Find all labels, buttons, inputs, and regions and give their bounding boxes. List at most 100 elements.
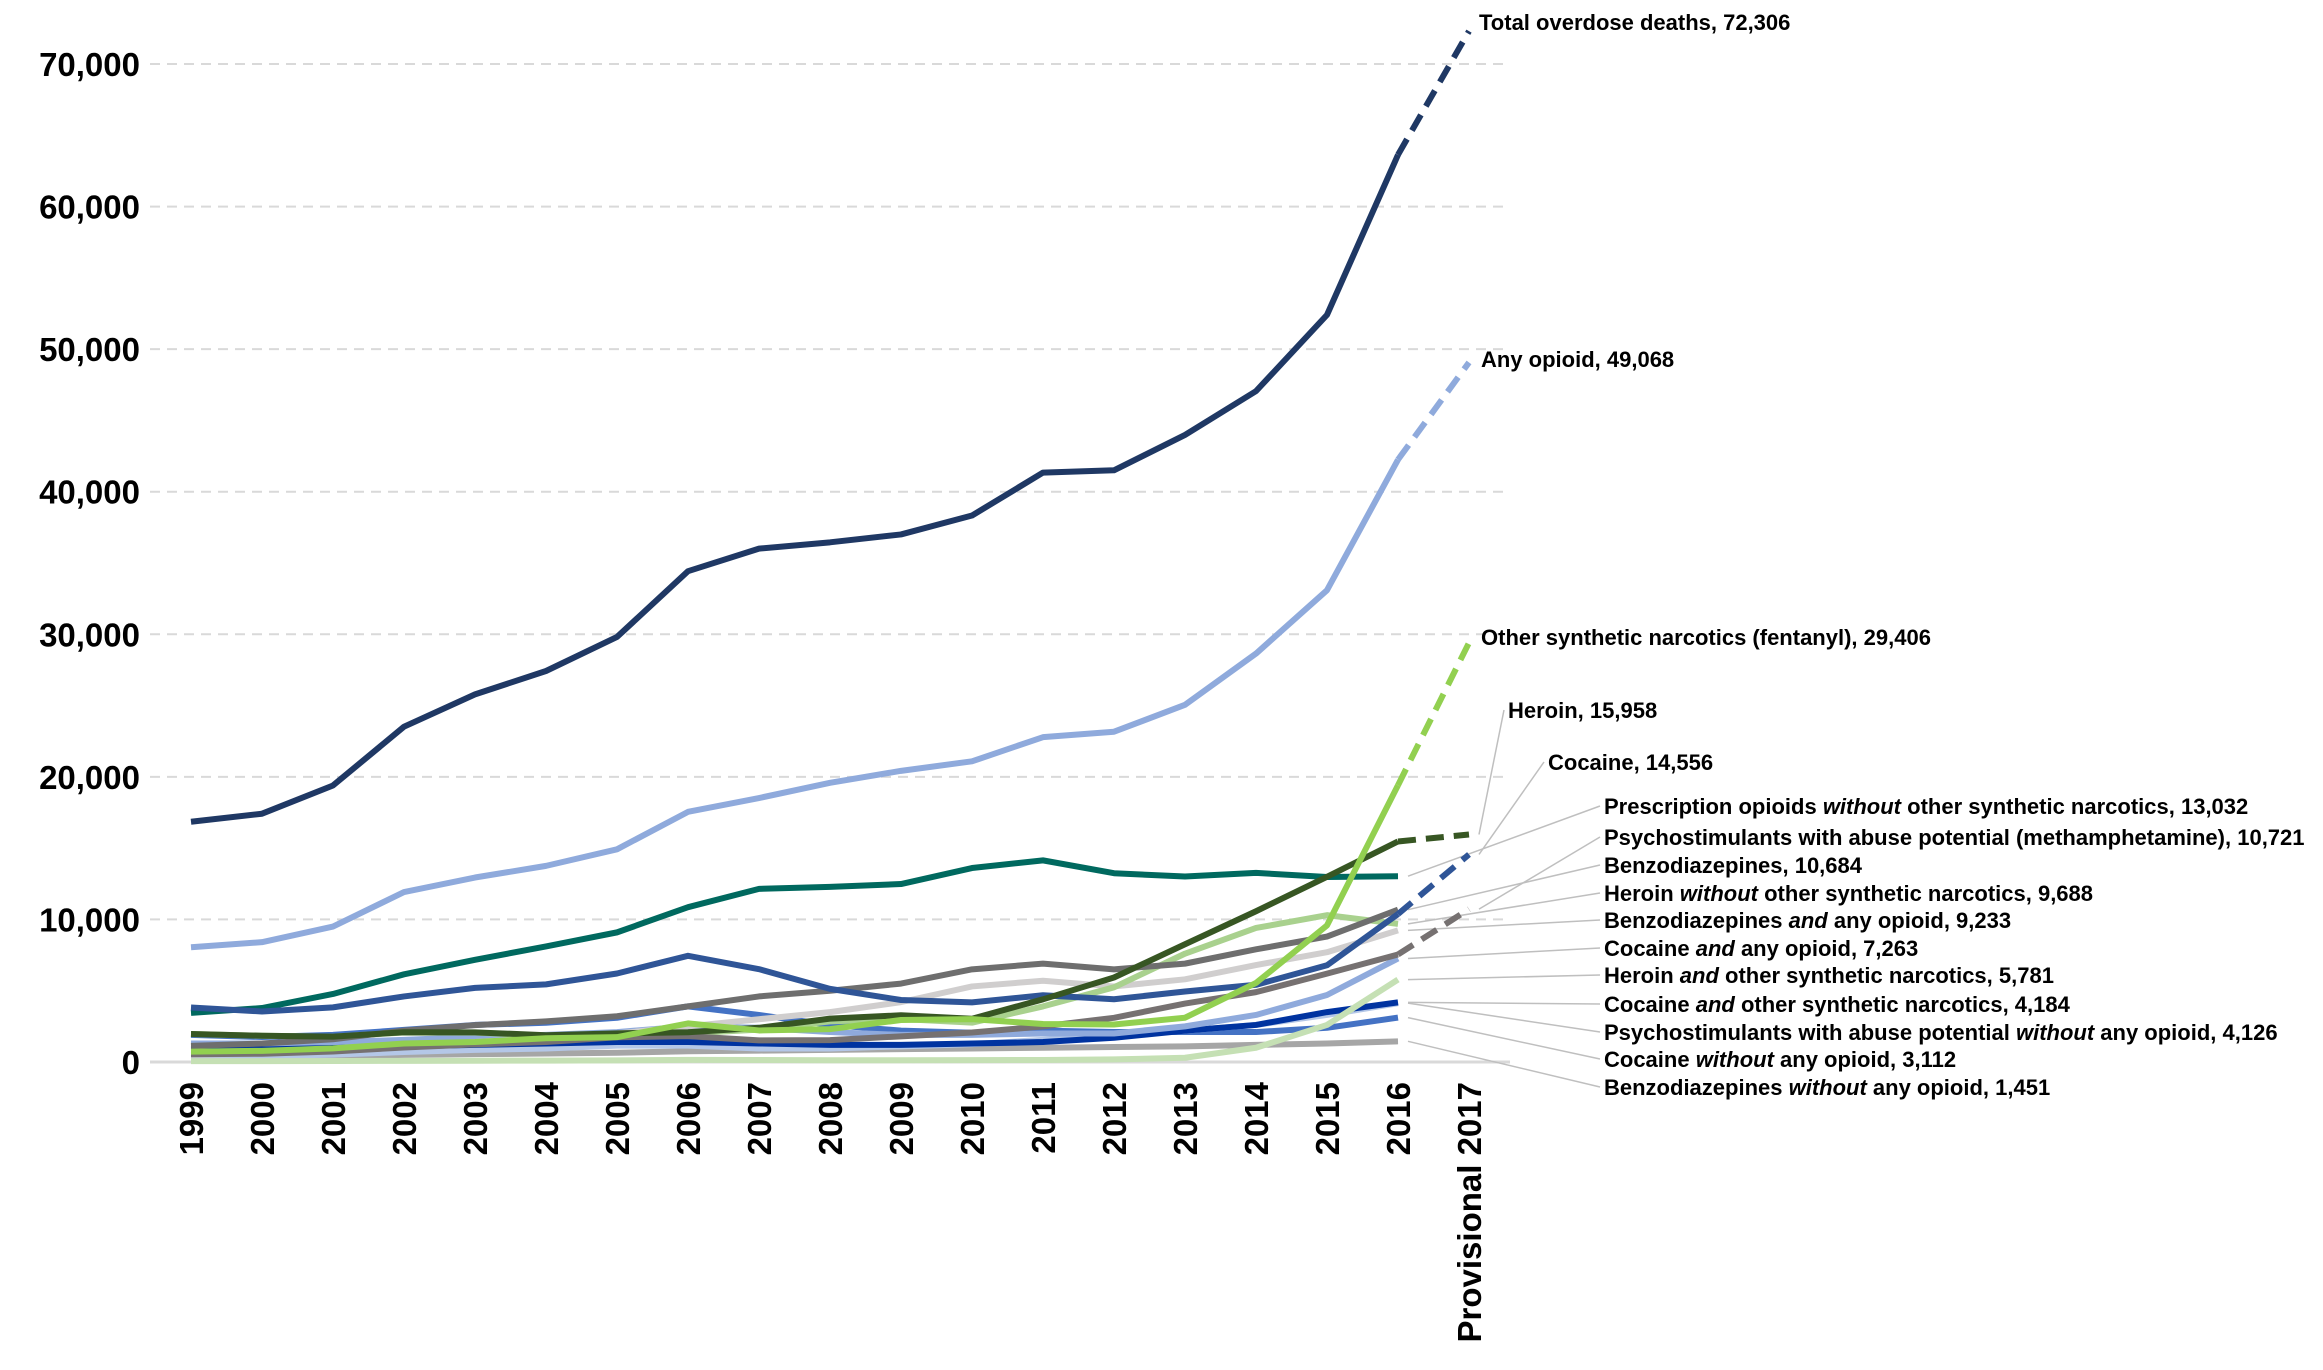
- x-tick-label: 2001: [315, 1082, 352, 1155]
- series-label: Any opioid, 49,068: [1481, 347, 1674, 372]
- x-tick-label: 2005: [599, 1082, 636, 1155]
- x-tick-label: Provisional 2017: [1451, 1082, 1488, 1342]
- y-tick-label: 50,000: [39, 331, 140, 368]
- series-label-part: Total overdose deaths, 72,306: [1479, 10, 1790, 35]
- series-label: Psychostimulants with abuse potential (m…: [1604, 825, 2305, 850]
- series-label-part: Cocaine: [1604, 992, 1696, 1017]
- y-tick-label: 30,000: [39, 616, 140, 653]
- series-label-part: other synthetic narcotics, 9,688: [1758, 881, 2093, 906]
- series-label: Prescription opioids without other synth…: [1604, 794, 2248, 819]
- series-label-part: Other synthetic narcotics (fentanyl), 29…: [1481, 625, 1931, 650]
- series-line: [190, 153, 1401, 825]
- x-tick-label: 2014: [1238, 1081, 1275, 1155]
- series-label-part: without: [1680, 881, 1760, 906]
- series-label-part: Heroin, 15,958: [1508, 698, 1657, 723]
- series-label: Psychostimulants with abuse potential wi…: [1604, 1020, 2278, 1045]
- series-label-part: Cocaine: [1604, 936, 1696, 961]
- series-label: Other synthetic narcotics (fentanyl), 29…: [1481, 625, 1931, 650]
- y-tick-label: 10,000: [39, 901, 140, 938]
- label-leader-line: [1407, 1016, 1601, 1060]
- series-label-part: and: [1680, 963, 1720, 988]
- series-label: Benzodiazepines, 10,684: [1604, 853, 1863, 878]
- series-label-part: other synthetic narcotics, 4,184: [1735, 992, 2071, 1017]
- x-tick-label: 2011: [1025, 1082, 1062, 1154]
- series-label: Cocaine and any opioid, 7,263: [1604, 936, 1918, 961]
- series-label-part: Benzodiazepines: [1604, 908, 1789, 933]
- series-label: Benzodiazepines and any opioid, 9,233: [1604, 908, 2011, 933]
- x-tick-label: 2004: [528, 1081, 565, 1155]
- label-leader-line: [1478, 836, 1601, 910]
- series-label: Total overdose deaths, 72,306: [1479, 10, 1790, 35]
- series-label: Cocaine, 14,556: [1548, 750, 1713, 775]
- label-leader-line: [1407, 892, 1601, 925]
- series-provisional-segment: [1395, 360, 1472, 462]
- label-leader-line: [1407, 805, 1601, 877]
- x-tick-label: 2013: [1167, 1082, 1204, 1155]
- y-tick-label: 60,000: [39, 189, 140, 226]
- series-label-part: any opioid, 4,126: [2094, 1020, 2277, 1045]
- series-provisional-segment: [1395, 641, 1472, 787]
- series-label-part: Cocaine: [1604, 1047, 1696, 1072]
- label-leader-line: [1407, 919, 1601, 932]
- series-label: Cocaine without any opioid, 3,112: [1604, 1047, 1956, 1072]
- y-tick-label: 0: [122, 1044, 140, 1081]
- series-provisional-segment: [1396, 906, 1471, 958]
- series-label-part: without: [2016, 1020, 2096, 1045]
- label-leader-line: [1407, 974, 1601, 981]
- series-label: Heroin and other synthetic narcotics, 5,…: [1604, 963, 2054, 988]
- x-tick-label: 2006: [670, 1082, 707, 1155]
- x-tick-label: 2016: [1380, 1082, 1417, 1155]
- y-axis: 0 10,000 20,000 30,000 40,000 50,000 60,000 70,…: [39, 46, 140, 1081]
- x-tick-label: 2015: [1309, 1082, 1346, 1155]
- series-provisional-segment: [1396, 852, 1471, 917]
- label-leader-line: [1407, 1002, 1601, 1033]
- series-line: [190, 458, 1401, 951]
- series-provisional-segment: [1395, 29, 1472, 157]
- series-label-part: any opioid, 1,451: [1867, 1075, 2050, 1100]
- label-leader-line: [1407, 947, 1601, 960]
- series-provisional-segment: [1397, 831, 1470, 845]
- series-line: [190, 951, 1399, 1058]
- series-label-part: without: [1789, 1075, 1869, 1100]
- series-label-part: without: [1696, 1047, 1776, 1072]
- series-label-part: Benzodiazepines, 10,684: [1604, 853, 1863, 878]
- series-label: Heroin without other synthetic narcotics…: [1604, 881, 2093, 906]
- series-line: [190, 911, 1400, 1015]
- label-leader-lines: [1407, 709, 1601, 1088]
- x-tick-label: 2000: [244, 1082, 281, 1155]
- x-tick-label: 2010: [954, 1082, 991, 1155]
- label-leader-line: [1407, 1001, 1601, 1005]
- x-tick-label: 1999: [173, 1082, 210, 1155]
- x-tick-label: 2009: [883, 1082, 920, 1155]
- x-axis: 1999 2000 2001 2002 2003 2004 2005 2006 2007 2008…: [173, 1081, 1488, 1342]
- series-label-part: Any opioid, 49,068: [1481, 347, 1674, 372]
- series-label-part: Cocaine, 14,556: [1548, 750, 1713, 775]
- x-tick-label: 2007: [741, 1082, 778, 1155]
- series-label-part: Benzodiazepines: [1604, 1075, 1789, 1100]
- series-label-part: and: [1696, 992, 1736, 1017]
- series-label: Cocaine and other synthetic narcotics, 4…: [1604, 992, 2071, 1017]
- x-tick-label: 2002: [386, 1082, 423, 1155]
- y-tick-label: 20,000: [39, 759, 140, 796]
- series-line: [191, 977, 1400, 1065]
- series-lines: [190, 29, 1472, 1065]
- series-label-part: Psychostimulants with abuse potential (m…: [1604, 825, 2305, 850]
- series-label-part: Heroin: [1604, 881, 1680, 906]
- y-tick-label: 40,000: [39, 474, 140, 511]
- label-leader-line: [1478, 761, 1545, 855]
- series-line: [190, 838, 1400, 1040]
- y-tick-label: 70,000: [39, 46, 140, 83]
- series-line: [190, 783, 1401, 1055]
- series-label-part: other synthetic narcotics, 5,781: [1719, 963, 2054, 988]
- label-leader-line: [1407, 864, 1601, 911]
- x-tick-label: 2008: [812, 1082, 849, 1155]
- series-label-part: Prescription opioids: [1604, 794, 1823, 819]
- series-label-part: Psychostimulants with abuse potential: [1604, 1020, 2016, 1045]
- series-label-part: any opioid, 7,263: [1735, 936, 1918, 961]
- x-tick-label: 2012: [1096, 1082, 1133, 1155]
- series-label-part: and: [1789, 908, 1829, 933]
- series-line: [190, 857, 1399, 1016]
- x-tick-label: 2003: [457, 1082, 494, 1155]
- series-labels: Total overdose deaths, 72,306 Any opioid,…: [1479, 10, 2305, 1100]
